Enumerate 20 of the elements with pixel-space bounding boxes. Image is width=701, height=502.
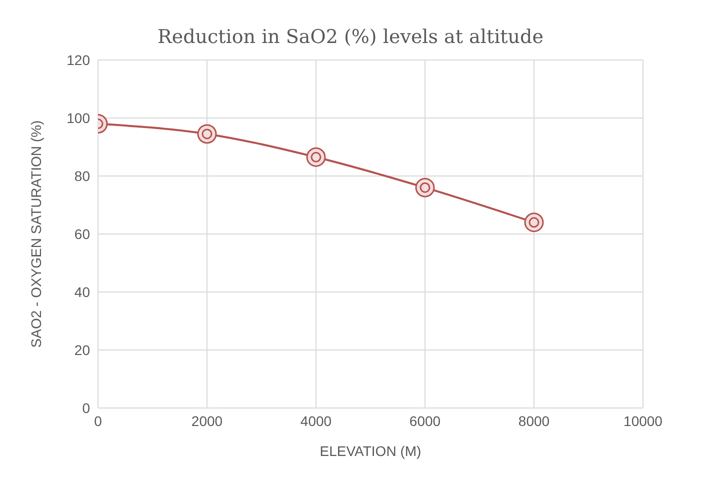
x-tick-label: 6000 xyxy=(409,412,441,429)
y-axis-title: SAO2 - OXYGEN SATURATION (%) xyxy=(28,120,44,348)
y-tick-label: 120 xyxy=(66,52,90,68)
y-tick-label: 100 xyxy=(66,110,90,126)
y-tick-label: 80 xyxy=(74,168,90,184)
x-tick-label: 10000 xyxy=(624,412,663,429)
y-tick-label: 40 xyxy=(74,284,90,300)
x-tick-label: 8000 xyxy=(518,412,550,429)
x-tick-label: 4000 xyxy=(300,412,332,429)
point xyxy=(197,124,217,144)
x-tick-label: 0 xyxy=(94,412,102,429)
y-tick-label: 20 xyxy=(74,342,90,358)
y-tick-label: 60 xyxy=(74,226,90,242)
x-tick-label: 2000 xyxy=(191,412,223,429)
point xyxy=(415,178,435,198)
point xyxy=(524,212,544,232)
x-axis-title: ELEVATION (M) xyxy=(320,443,422,459)
chart-title: Reduction in SaO2 (%) levels at altitude xyxy=(156,25,544,48)
y-tick-label: 0 xyxy=(82,400,90,416)
point xyxy=(306,147,326,167)
